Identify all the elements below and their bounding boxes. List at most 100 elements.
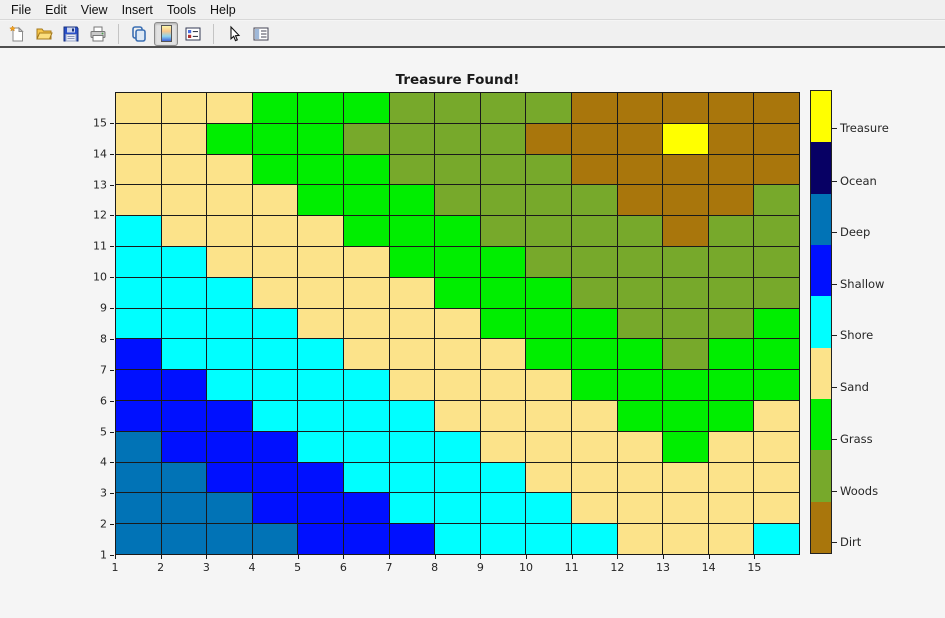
map-cell [252, 154, 298, 185]
x-tick-label: 15 [747, 561, 762, 574]
map-cell [343, 277, 389, 308]
new-figure-button[interactable] [5, 22, 29, 46]
map-cell [207, 123, 252, 154]
map-cell [389, 370, 435, 400]
map-cell [343, 154, 389, 185]
x-tick-label: 13 [656, 561, 670, 574]
map-cell [343, 462, 389, 493]
toggle-colorbar-button[interactable] [154, 21, 178, 46]
menu-view[interactable]: View [80, 2, 108, 17]
map-cell [480, 154, 526, 185]
map-cell [116, 339, 161, 370]
map-cell [298, 308, 343, 339]
map-cell [617, 216, 663, 246]
map-cell [754, 308, 799, 339]
map-cell [480, 308, 526, 339]
map-cell [116, 431, 161, 462]
map-cell [571, 339, 617, 370]
map-cell [116, 216, 161, 246]
map-cell [708, 308, 754, 339]
colorbar-segment-dirt [811, 501, 831, 553]
map-cell [571, 123, 617, 154]
copy-icon [132, 25, 146, 42]
map-cell [708, 216, 754, 246]
map-cell [389, 277, 435, 308]
map-cell [435, 400, 480, 431]
colorbar-segment-ocean [811, 142, 831, 194]
menu-insert[interactable]: Insert [121, 2, 153, 17]
map-cell [480, 216, 526, 246]
map-cell [526, 185, 571, 216]
y-tick-label: 1 [100, 548, 107, 562]
map-cell [435, 431, 480, 462]
map-cell [298, 493, 343, 524]
map-cell [343, 246, 389, 277]
colorbar-label-grass: Grass [840, 431, 873, 446]
map-cell [708, 246, 754, 277]
map-cell [252, 524, 298, 554]
map-cell [480, 493, 526, 524]
map-cell [480, 462, 526, 493]
map-cell [389, 462, 435, 493]
map-cell [207, 431, 252, 462]
map-cell [617, 308, 663, 339]
map-cell [754, 462, 799, 493]
menu-tools[interactable]: Tools [166, 2, 197, 17]
map-cell [571, 93, 617, 123]
map-cell [161, 400, 207, 431]
y-tick-label: 13 [93, 178, 107, 192]
map-cell [298, 400, 343, 431]
menu-help[interactable]: Help [210, 2, 236, 17]
map-cell [389, 185, 435, 216]
toggle-legend-button[interactable] [181, 22, 205, 46]
y-tick-label: 4 [100, 455, 107, 469]
menu-file[interactable]: File [11, 2, 32, 17]
map-cell [389, 524, 435, 554]
terrain-heatmap [115, 92, 800, 555]
map-cell [663, 431, 708, 462]
toolbar-separator [213, 23, 214, 44]
open-button[interactable] [32, 22, 56, 46]
map-cell [480, 93, 526, 123]
colorbar-label-deep: Deep [840, 225, 871, 240]
plot-browser-button[interactable] [249, 22, 273, 46]
map-cell [663, 370, 708, 400]
map-cell [207, 246, 252, 277]
map-cell [252, 400, 298, 431]
menu-edit[interactable]: Edit [45, 2, 67, 17]
colorbar-segment-deep [811, 193, 831, 245]
map-cell [343, 93, 389, 123]
x-tick-label: 1 [111, 561, 119, 574]
map-cell [252, 462, 298, 493]
map-cell [708, 370, 754, 400]
map-cell [480, 400, 526, 431]
map-cell [663, 216, 708, 246]
map-cell [663, 93, 708, 123]
map-cell [161, 308, 207, 339]
x-tick-label: 8 [431, 561, 439, 574]
map-cell [663, 246, 708, 277]
map-cell [116, 154, 161, 185]
map-cell [298, 462, 343, 493]
map-cell [161, 185, 207, 216]
map-cell [343, 370, 389, 400]
map-cell [116, 462, 161, 493]
print-button[interactable] [86, 22, 110, 46]
copy-button[interactable] [127, 22, 151, 46]
pointer-tool-button[interactable] [222, 22, 246, 46]
map-cell [617, 123, 663, 154]
map-cell [252, 216, 298, 246]
colorbar-segment-woods [811, 450, 831, 502]
map-cell [298, 123, 343, 154]
map-cell [754, 216, 799, 246]
x-tick-label: 6 [339, 561, 347, 574]
map-cell [480, 370, 526, 400]
map-cell [161, 246, 207, 277]
map-cell [571, 308, 617, 339]
save-button[interactable] [59, 22, 83, 46]
map-cell [435, 246, 480, 277]
map-cell [526, 400, 571, 431]
map-cell [526, 93, 571, 123]
map-cell [389, 154, 435, 185]
map-cell [617, 246, 663, 277]
